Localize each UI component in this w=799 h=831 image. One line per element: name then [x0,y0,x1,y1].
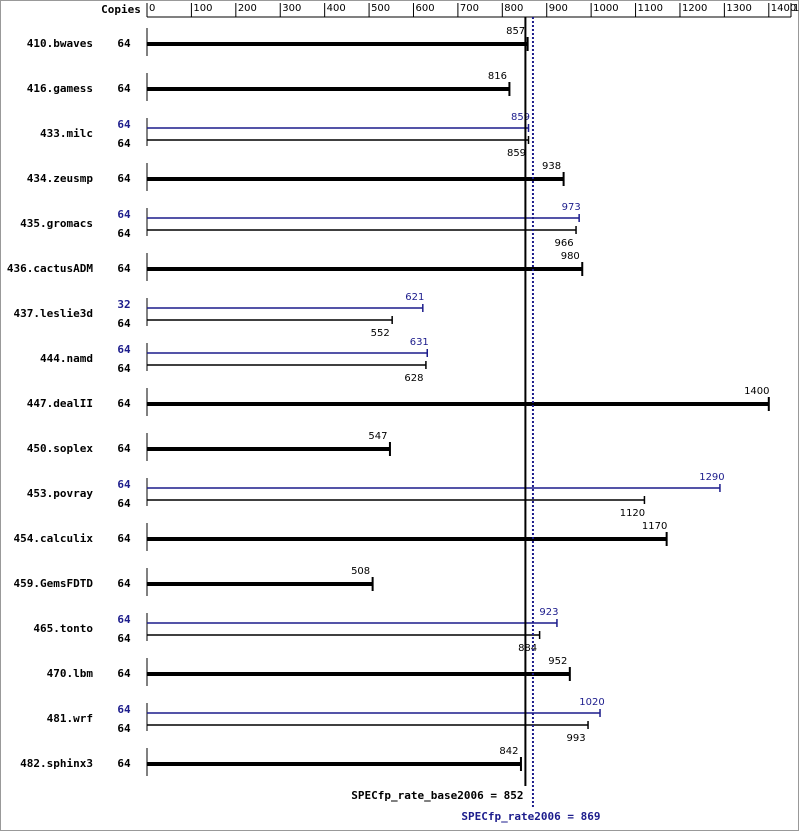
benchmark-name: 447.dealII [27,397,93,410]
x-tick-label: 200 [238,3,257,14]
reference-label: SPECfp_rate_base2006 = 852 [351,789,523,802]
copies: 64 [117,262,131,275]
value-label: 938 [542,161,561,172]
copies: 64 [117,577,131,590]
value-label: 816 [488,71,507,82]
copies: 64 [117,497,131,510]
benchmark-name: 481.wrf [47,712,93,725]
x-tick-label: 900 [549,3,568,14]
benchmark-name: 416.gamess [27,82,93,95]
value-label: 980 [561,251,580,262]
value-label: 857 [506,26,525,37]
x-tick-label: 1300 [726,3,751,14]
peak-value-label: 1290 [699,472,724,483]
benchmark-name: 435.gromacs [20,217,93,230]
copies: 64 [117,172,131,185]
value-label: 952 [548,656,567,667]
value-label: 966 [554,238,573,249]
peak-copies: 64 [117,343,131,356]
value-label: 884 [518,643,537,654]
peak-copies: 64 [117,478,131,491]
copies: 64 [117,397,131,410]
value-label: 993 [566,733,585,744]
peak-copies: 64 [117,613,131,626]
x-tick-label: 1100 [638,3,663,14]
peak-value-label: 621 [405,292,424,303]
x-tick-label: 400 [327,3,346,14]
benchmark-name: 482.sphinx3 [20,757,93,770]
x-tick-label: 500 [371,3,390,14]
benchmark-name: 450.soplex [27,442,94,455]
x-tick-label: 1400 [771,3,796,14]
x-tick-label: 800 [504,3,523,14]
benchmark-name: 436.cactusADM [7,262,93,275]
peak-copies: 64 [117,703,131,716]
benchmark-name: 454.calculix [14,532,94,545]
copies: 64 [117,137,131,150]
copies: 64 [117,757,131,770]
peak-copies: 64 [117,208,131,221]
reference-label: SPECfp_rate2006 = 869 [461,810,600,823]
copies: 64 [117,722,131,735]
copies-header: Copies [101,3,141,16]
copies: 64 [117,442,131,455]
benchmark-name: 470.lbm [47,667,94,680]
benchmark-name: 437.leslie3d [14,307,93,320]
peak-value-label: 1020 [579,697,604,708]
x-tick-label: 600 [415,3,434,14]
copies: 64 [117,82,131,95]
value-label: 1120 [620,508,645,519]
benchmark-name: 444.namd [40,352,93,365]
benchmark-name: 433.milc [40,127,93,140]
value-label: 628 [404,373,423,384]
peak-copies: 64 [117,118,131,131]
copies: 64 [117,317,131,330]
peak-value-label: 631 [410,337,429,348]
x-tick-label: 300 [282,3,301,14]
copies: 64 [117,362,131,375]
x-tick-label: 1450 [793,3,799,14]
copies: 64 [117,532,131,545]
copies: 64 [117,667,131,680]
x-tick-label: 0 [149,3,155,14]
peak-value-label: 923 [539,607,558,618]
peak-copies: 32 [117,298,130,311]
x-tick-label: 700 [460,3,479,14]
benchmark-name: 459.GemsFDTD [14,577,94,590]
value-label: 552 [371,328,390,339]
copies: 64 [117,632,131,645]
value-label: 508 [351,566,370,577]
x-tick-label: 100 [193,3,212,14]
value-label: 842 [499,746,518,757]
benchmark-name: 410.bwaves [27,37,93,50]
value-label: 1170 [642,521,667,532]
value-label: 547 [368,431,387,442]
copies: 64 [117,227,131,240]
copies: 64 [117,37,131,50]
value-label: 1400 [744,386,769,397]
peak-value-label: 973 [562,202,581,213]
peak-value-label: 859 [511,112,530,123]
x-tick-label: 1200 [682,3,707,14]
benchmark-name: 434.zeusmp [27,172,94,185]
value-label: 859 [507,148,526,159]
benchmark-name: 453.povray [27,487,94,500]
benchmark-name: 465.tonto [33,622,93,635]
x-tick-label: 1000 [593,3,618,14]
